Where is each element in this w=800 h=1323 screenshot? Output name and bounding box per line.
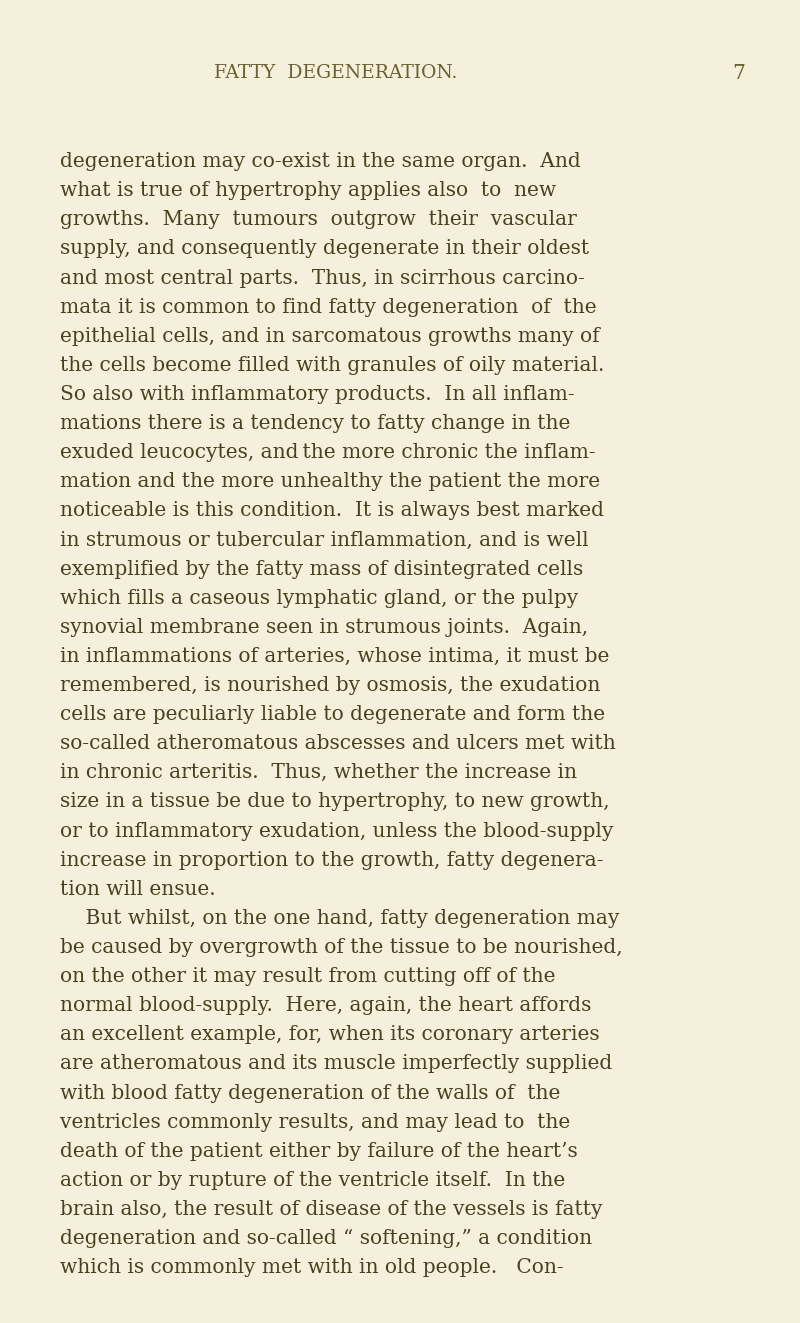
Text: mations there is a tendency to fatty change in the: mations there is a tendency to fatty cha… bbox=[60, 414, 570, 433]
Text: or to inflammatory exudation, unless the blood-supply: or to inflammatory exudation, unless the… bbox=[60, 822, 614, 840]
Text: action or by rupture of the ventricle itself.  In the: action or by rupture of the ventricle it… bbox=[60, 1171, 566, 1189]
Text: degeneration and so-called “ softening,” a condition: degeneration and so-called “ softening,”… bbox=[60, 1229, 592, 1248]
Text: ventricles commonly results, and may lead to  the: ventricles commonly results, and may lea… bbox=[60, 1113, 570, 1131]
Text: FATTY  DEGENERATION.: FATTY DEGENERATION. bbox=[214, 64, 458, 82]
Text: cells are peculiarly liable to degenerate and form the: cells are peculiarly liable to degenerat… bbox=[60, 705, 605, 724]
Text: But whilst, on the one hand, fatty degeneration may: But whilst, on the one hand, fatty degen… bbox=[60, 909, 619, 927]
Text: what is true of hypertrophy applies also  to  new: what is true of hypertrophy applies also… bbox=[60, 181, 556, 200]
Text: normal blood-supply.  Here, again, the heart affords: normal blood-supply. Here, again, the he… bbox=[60, 996, 591, 1015]
Text: brain also, the result of disease of the vessels is fatty: brain also, the result of disease of the… bbox=[60, 1200, 602, 1218]
Text: degeneration may co-exist in the same organ.  And: degeneration may co-exist in the same or… bbox=[60, 152, 581, 171]
Text: growths.  Many  tumours  outgrow  their  vascular: growths. Many tumours outgrow their vasc… bbox=[60, 210, 577, 229]
Text: tion will ensue.: tion will ensue. bbox=[60, 880, 216, 898]
Text: exemplified by the fatty mass of disintegrated cells: exemplified by the fatty mass of disinte… bbox=[60, 560, 583, 578]
Text: be caused by overgrowth of the tissue to be nourished,: be caused by overgrowth of the tissue to… bbox=[60, 938, 622, 957]
Text: So also with inflammatory products.  In all inflam-: So also with inflammatory products. In a… bbox=[60, 385, 574, 404]
Text: increase in proportion to the growth, fatty degenera-: increase in proportion to the growth, fa… bbox=[60, 851, 603, 869]
Text: which is commonly met with in old people.   Con-: which is commonly met with in old people… bbox=[60, 1258, 564, 1277]
Text: death of the patient either by failure of the heart’s: death of the patient either by failure o… bbox=[60, 1142, 578, 1160]
Text: exuded leucocytes, and the more chronic the inflam-: exuded leucocytes, and the more chronic … bbox=[60, 443, 596, 462]
Text: epithelial cells, and in sarcomatous growths many of: epithelial cells, and in sarcomatous gro… bbox=[60, 327, 600, 345]
Text: with blood fatty degeneration of the walls of  the: with blood fatty degeneration of the wal… bbox=[60, 1084, 560, 1102]
Text: in inflammations of arteries, whose intima, it must be: in inflammations of arteries, whose inti… bbox=[60, 647, 610, 665]
Text: mation and the more unhealthy the patient the more: mation and the more unhealthy the patien… bbox=[60, 472, 600, 491]
Text: are atheromatous and its muscle imperfectly supplied: are atheromatous and its muscle imperfec… bbox=[60, 1054, 612, 1073]
Text: in strumous or tubercular inflammation, and is well: in strumous or tubercular inflammation, … bbox=[60, 531, 589, 549]
Text: so-called atheromatous abscesses and ulcers met with: so-called atheromatous abscesses and ulc… bbox=[60, 734, 616, 753]
Text: which fills a caseous lymphatic gland, or the pulpy: which fills a caseous lymphatic gland, o… bbox=[60, 589, 578, 607]
Text: in chronic arteritis.  Thus, whether the increase in: in chronic arteritis. Thus, whether the … bbox=[60, 763, 577, 782]
Text: on the other it may result from cutting off of the: on the other it may result from cutting … bbox=[60, 967, 555, 986]
Text: the cells become filled with granules of oily material.: the cells become filled with granules of… bbox=[60, 356, 604, 374]
Text: noticeable is this condition.  It is always best marked: noticeable is this condition. It is alwa… bbox=[60, 501, 604, 520]
Text: an excellent example, for, when its coronary arteries: an excellent example, for, when its coro… bbox=[60, 1025, 600, 1044]
Text: synovial membrane seen in strumous joints.  Again,: synovial membrane seen in strumous joint… bbox=[60, 618, 588, 636]
Text: mata it is common to find fatty degeneration  of  the: mata it is common to find fatty degenera… bbox=[60, 298, 597, 316]
Text: remembered, is nourished by osmosis, the exudation: remembered, is nourished by osmosis, the… bbox=[60, 676, 600, 695]
Text: size in a tissue be due to hypertrophy, to new growth,: size in a tissue be due to hypertrophy, … bbox=[60, 792, 610, 811]
Text: 7: 7 bbox=[732, 64, 745, 82]
Text: and most central parts.  Thus, in scirrhous carcino-: and most central parts. Thus, in scirrho… bbox=[60, 269, 585, 287]
Text: supply, and consequently degenerate in their oldest: supply, and consequently degenerate in t… bbox=[60, 239, 589, 258]
